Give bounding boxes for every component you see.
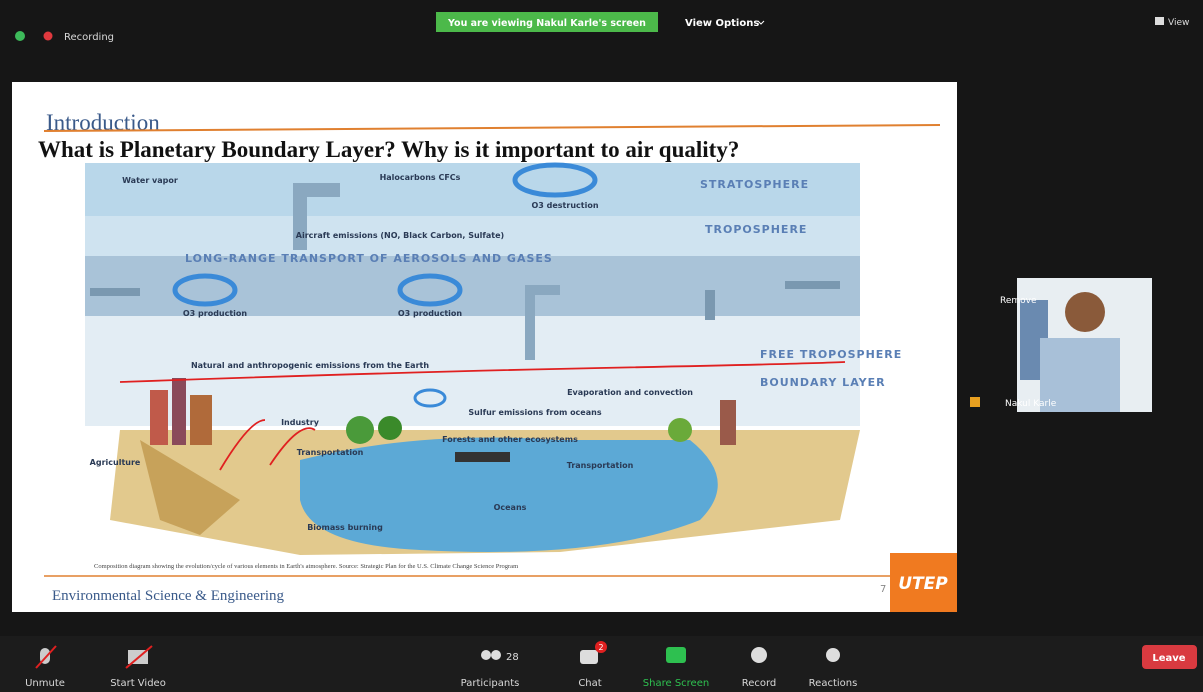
- diagram-label: Sulfur emissions from oceans: [468, 408, 601, 417]
- participant-name: Nakul Karle: [1005, 399, 1057, 409]
- trees: [346, 416, 374, 444]
- record-label: Record: [742, 678, 777, 689]
- remove-button[interactable]: Remove: [1000, 296, 1037, 306]
- slide-page-number: 7: [880, 584, 886, 595]
- building: [150, 390, 168, 445]
- slide-title: What is Planetary Boundary Layer? Why is…: [38, 137, 739, 162]
- layer-label: FREE TROPOSPHERE: [760, 348, 902, 361]
- view-options[interactable]: View Options: [685, 18, 759, 29]
- reactions-icon: [826, 648, 840, 662]
- chat-badge-count: 2: [598, 643, 603, 652]
- building: [172, 378, 186, 445]
- trees: [378, 416, 402, 440]
- participants-count: 28: [506, 652, 519, 663]
- building: [720, 400, 736, 445]
- transport-band: [85, 256, 860, 316]
- layer-label: TROPOSPHERE: [705, 223, 807, 236]
- diagram-label: Evaporation and convection: [567, 388, 693, 397]
- leave-button[interactable]: Leave: [1142, 645, 1197, 669]
- diagram-label: Industry: [281, 418, 320, 427]
- unmute-label: Unmute: [25, 678, 65, 689]
- layer-label: LONG-RANGE TRANSPORT OF AEROSOLS AND GAS…: [185, 252, 553, 265]
- start-video-label: Start Video: [110, 678, 166, 689]
- diagram-label: O3 destruction: [531, 201, 598, 210]
- share-icon: [666, 647, 686, 663]
- chat-label: Chat: [578, 678, 601, 689]
- security-icon: [15, 31, 25, 41]
- view-button[interactable]: View: [1168, 18, 1189, 28]
- view-icon: [1155, 17, 1164, 25]
- recording-dot: [44, 32, 53, 41]
- chat-icon: [580, 650, 598, 664]
- layer-label: BOUNDARY LAYER: [760, 376, 886, 389]
- share-screen-label: Share Screen: [643, 678, 709, 689]
- slide-footer: Environmental Science & Engineering: [52, 588, 285, 604]
- diagram-label: Transportation: [297, 448, 364, 457]
- diagram-label: Agriculture: [90, 458, 141, 467]
- recording-label: Recording: [64, 32, 114, 43]
- utep-logo-text: UTEP: [898, 574, 948, 594]
- participants-icon: [481, 650, 491, 660]
- reactions-label: Reactions: [809, 678, 858, 689]
- layer-label: STRATOSPHERE: [700, 178, 809, 191]
- diagram-label: Halocarbons CFCs: [380, 173, 461, 182]
- leave-label: Leave: [1152, 653, 1185, 664]
- diagram-label: O3 production: [398, 309, 463, 318]
- signal-icon: [970, 397, 980, 407]
- ship: [455, 452, 510, 462]
- diagram-label: Natural and anthropogenic emissions from…: [191, 361, 429, 370]
- diagram-label: Transportation: [567, 461, 634, 470]
- record-icon: [751, 647, 767, 663]
- diagram: Water vapor Halocarbons CFCs O3 destruct…: [85, 163, 902, 555]
- diagram-label: Oceans: [494, 503, 527, 512]
- participants-label: Participants: [461, 678, 520, 689]
- person-head: [1065, 292, 1105, 332]
- slide-caption: Composition diagram showing the evolutio…: [94, 563, 518, 570]
- diagram-label: Biomass burning: [307, 523, 383, 532]
- viewing-banner-text: You are viewing Nakul Karle's screen: [447, 18, 646, 29]
- diagram-label: Aircraft emissions (NO, Black Carbon, Su…: [296, 231, 504, 240]
- zoom-window: Recording You are viewing Nakul Karle's …: [0, 0, 1203, 692]
- participants-icon: [491, 650, 501, 660]
- diagram-label: Water vapor: [122, 176, 178, 185]
- trees: [668, 418, 692, 442]
- diagram-label: O3 production: [183, 309, 248, 318]
- building: [190, 395, 212, 445]
- diagram-label: Forests and other ecosystems: [442, 435, 578, 444]
